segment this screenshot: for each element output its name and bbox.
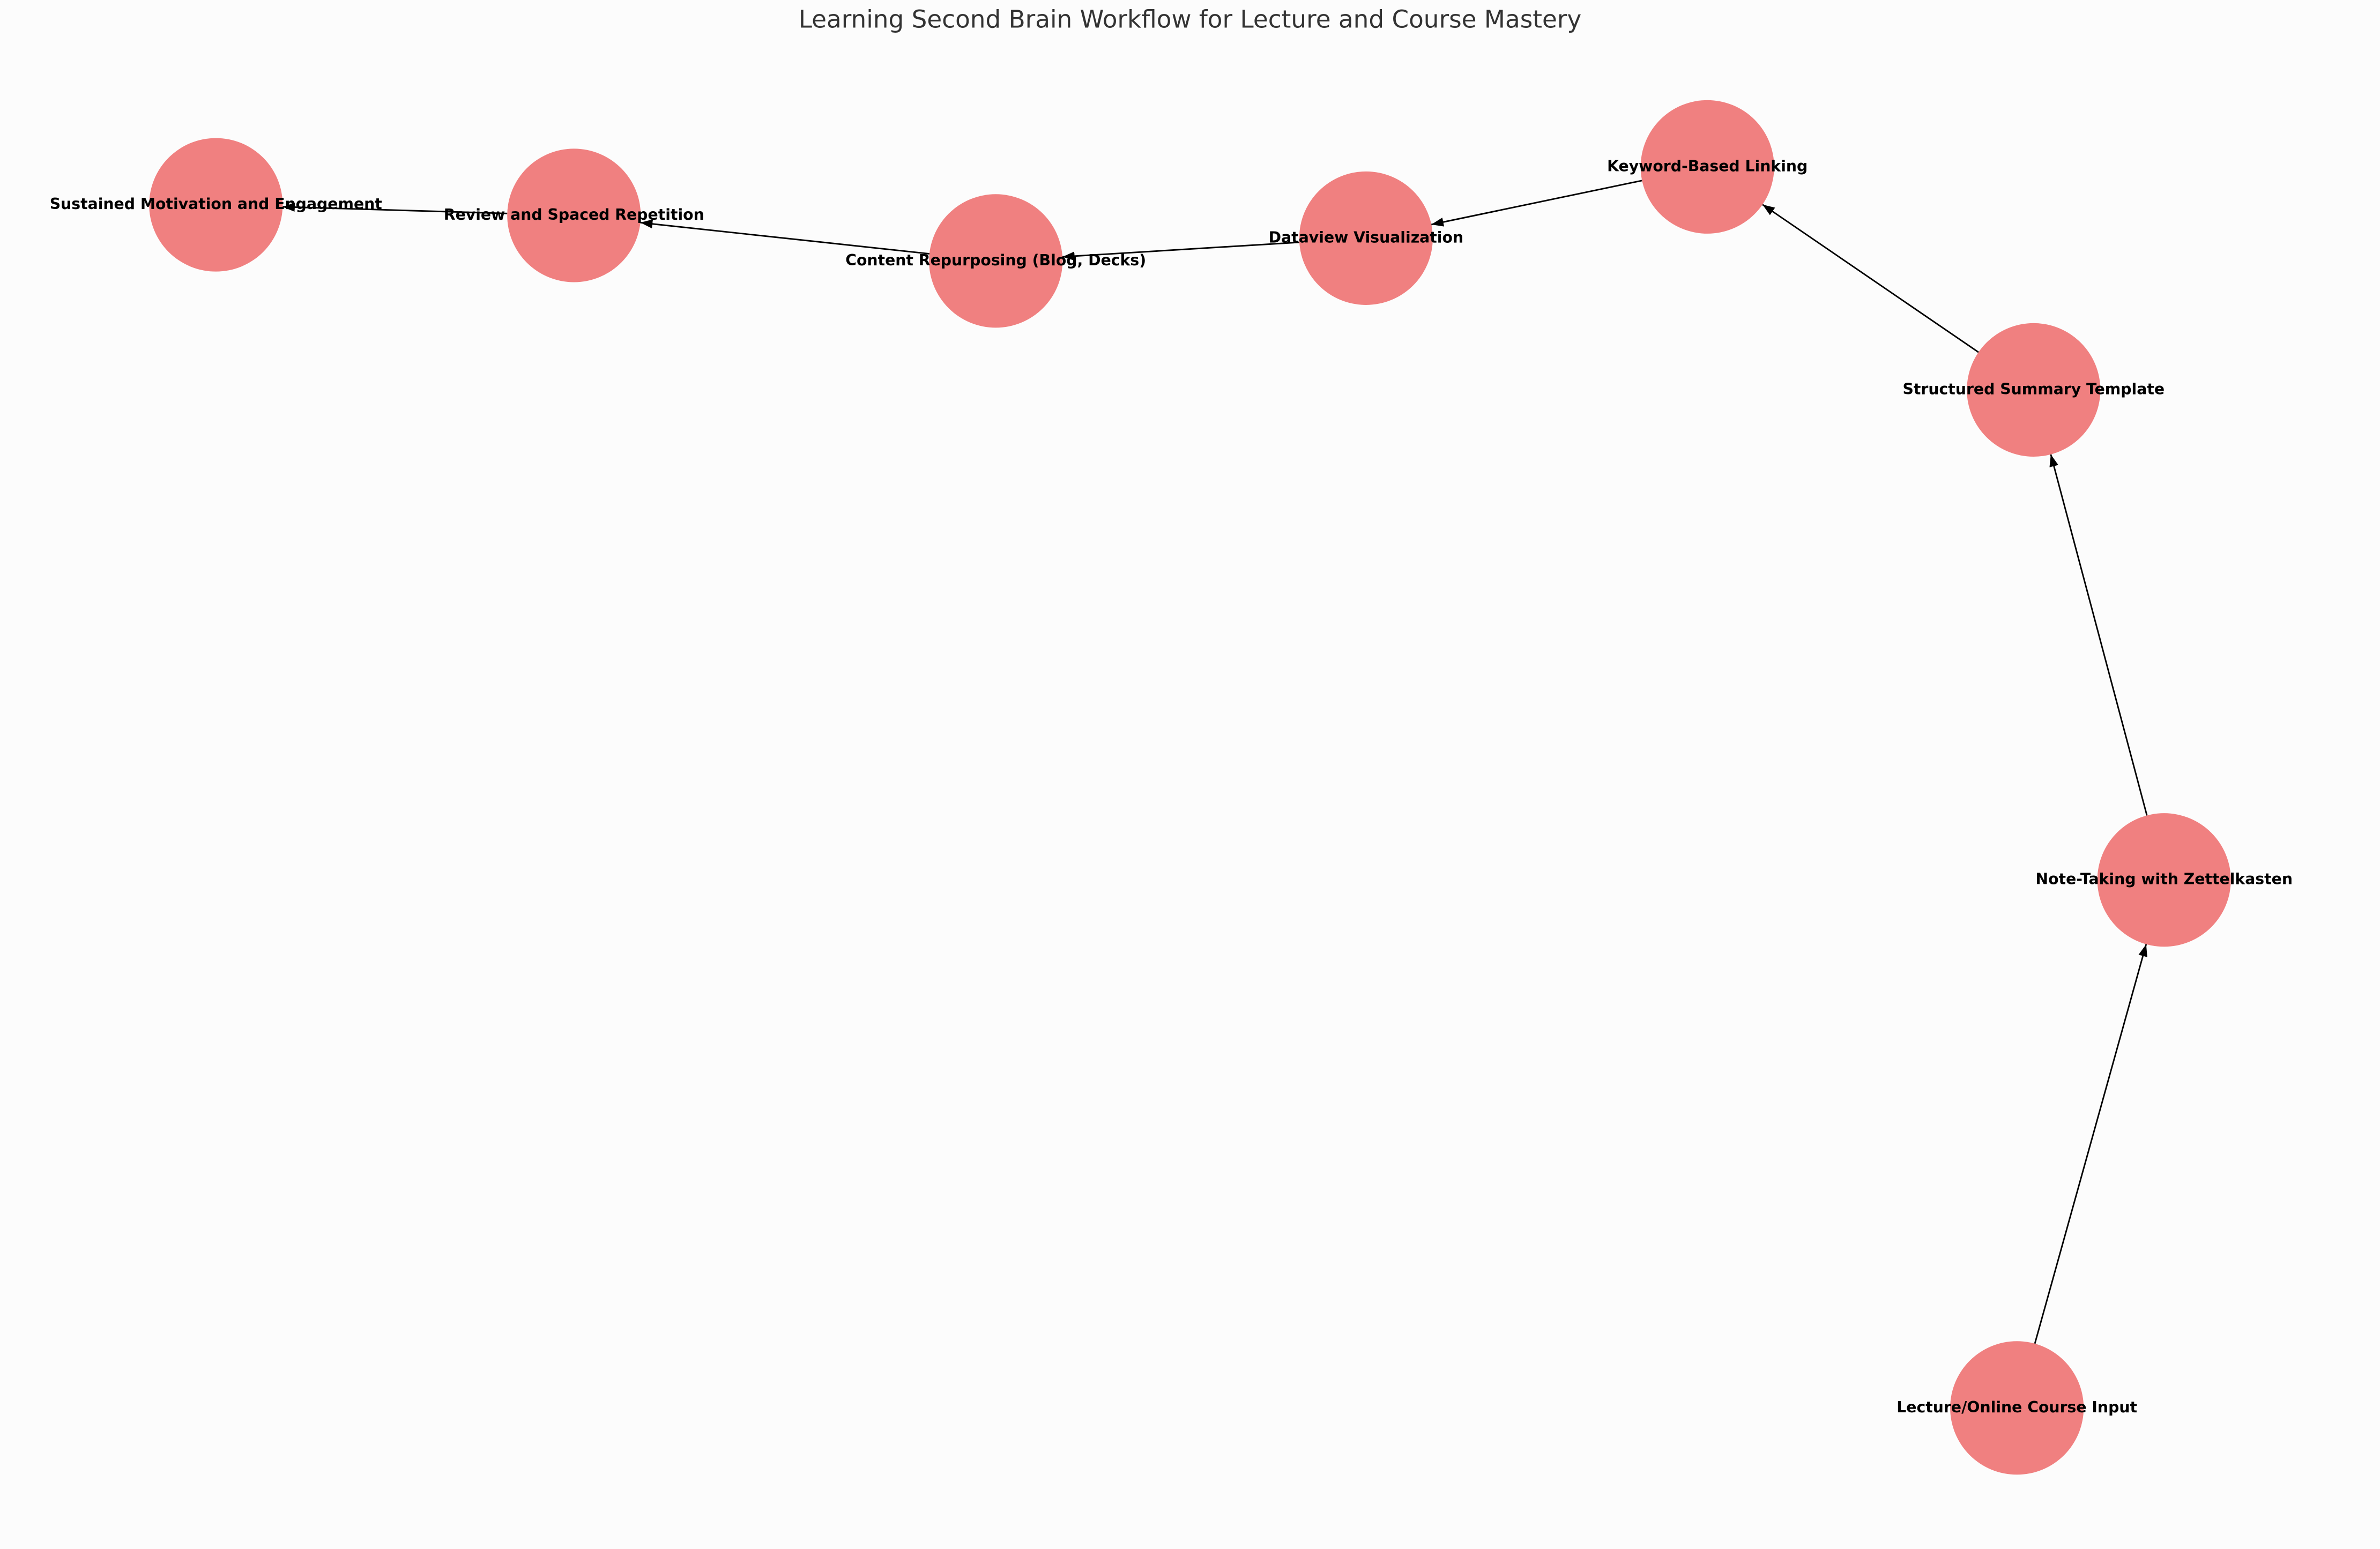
edge-arrow — [1062, 241, 1300, 261]
edge-arrow — [1431, 180, 1642, 227]
diagram-title: Learning Second Brain Workflow for Lectu… — [799, 5, 1582, 34]
node — [507, 148, 641, 282]
node-label: Keyword-Based Linking — [1607, 157, 1808, 175]
node-label: Dataview Visualization — [1269, 228, 1464, 246]
node-label: Structured Summary Template — [1903, 380, 2165, 398]
node-label: Review and Spaced Repetition — [444, 206, 704, 224]
node — [1967, 323, 2101, 457]
node — [1640, 100, 1774, 234]
node — [2097, 813, 2231, 947]
nodes — [149, 100, 2231, 1475]
node-label: Note-Taking with Zettelkasten — [2035, 870, 2293, 888]
edge-arrow — [640, 219, 930, 255]
node-label: Lecture/Online Course Input — [1896, 1398, 2137, 1416]
node — [1299, 171, 1433, 305]
node-label: Content Repurposing (Blog, Decks) — [845, 251, 1146, 269]
edge-arrow — [2049, 454, 2148, 816]
node — [149, 138, 283, 272]
labels: Lecture/Online Course Input Note-Taking w… — [50, 157, 2293, 1416]
node — [929, 194, 1063, 328]
edges — [282, 180, 2148, 1344]
edge-arrow — [2034, 944, 2147, 1344]
edge-arrow — [282, 203, 508, 214]
node — [1950, 1341, 2084, 1475]
edge-arrow — [1762, 204, 1979, 353]
node-label: Sustained Motivation and Engagement — [50, 195, 382, 213]
